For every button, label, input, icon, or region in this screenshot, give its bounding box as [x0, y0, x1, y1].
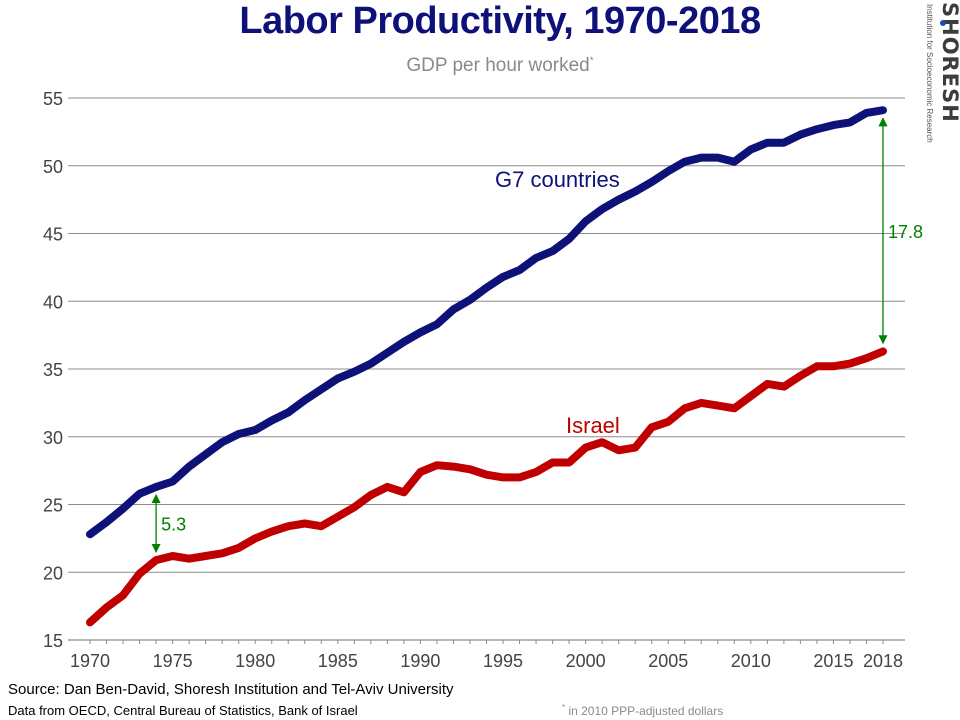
- footnote-text: in 2010 PPP-adjusted dollars: [565, 704, 724, 718]
- y-tick-label: 50: [43, 157, 63, 177]
- subtitle-asterisk: *: [589, 55, 594, 67]
- x-tick-label: 1985: [318, 651, 358, 671]
- y-axis-labels: 15 20 25 30 35 40 45 50 55: [43, 89, 63, 651]
- y-tick-label: 55: [43, 89, 63, 109]
- footnote-asterisk: *: [562, 703, 566, 712]
- x-tick-label: 1995: [483, 651, 523, 671]
- chart-title: Labor Productivity, 1970-2018: [239, 0, 761, 42]
- x-tick-label: 2015: [813, 651, 853, 671]
- series-label-g7: G7 countries: [495, 167, 620, 192]
- subtitle-text: GDP per hour worked: [406, 55, 590, 76]
- source-note: Source: Dan Ben-David, Shoresh Instituti…: [8, 681, 454, 698]
- axes: [68, 639, 905, 644]
- footnote: * in 2010 PPP-adjusted dollars: [562, 703, 723, 718]
- gap-label-17.8: 17.8: [888, 222, 923, 242]
- series-line-israel: [86, 347, 887, 627]
- x-tick-label: 2000: [566, 651, 606, 671]
- gap-annotations: 5.3 17.8: [151, 117, 923, 553]
- x-tick-label: 1970: [70, 651, 110, 671]
- series-line-g7: [86, 106, 887, 539]
- x-tick-label: 1975: [153, 651, 193, 671]
- logo-dot-icon: [940, 20, 946, 26]
- x-axis-labels: 1970 1975 1980 1985 1990 1995 2000 2005 2010 2015…: [70, 651, 903, 671]
- gridlines: [68, 97, 905, 573]
- logo-tagline: Institution for Socioeconomic Research: [925, 4, 934, 143]
- x-tick-label: 2005: [648, 651, 688, 671]
- data-series: [86, 106, 887, 627]
- y-tick-label: 20: [43, 563, 63, 583]
- chart-subtitle: GDP per hour worked*: [0, 55, 960, 77]
- y-tick-label: 15: [43, 631, 63, 651]
- x-tick-label: 1980: [235, 651, 275, 671]
- gap-label-5.3: 5.3: [161, 514, 186, 534]
- series-label-israel: Israel: [566, 413, 620, 438]
- x-tick-label: 1990: [400, 651, 440, 671]
- x-tick-label: 2018: [863, 651, 903, 671]
- shoresh-logo: SHORESH Institution for Socioeconomic Re…: [912, 2, 960, 143]
- y-tick-label: 35: [43, 360, 63, 380]
- logo-name: SHORESH: [938, 2, 960, 123]
- data-note: Data from OECD, Central Bureau of Statis…: [8, 703, 358, 718]
- y-tick-label: 25: [43, 496, 63, 516]
- y-tick-label: 45: [43, 225, 63, 245]
- y-tick-label: 30: [43, 428, 63, 448]
- x-tick-label: 2010: [731, 651, 771, 671]
- y-tick-label: 40: [43, 292, 63, 312]
